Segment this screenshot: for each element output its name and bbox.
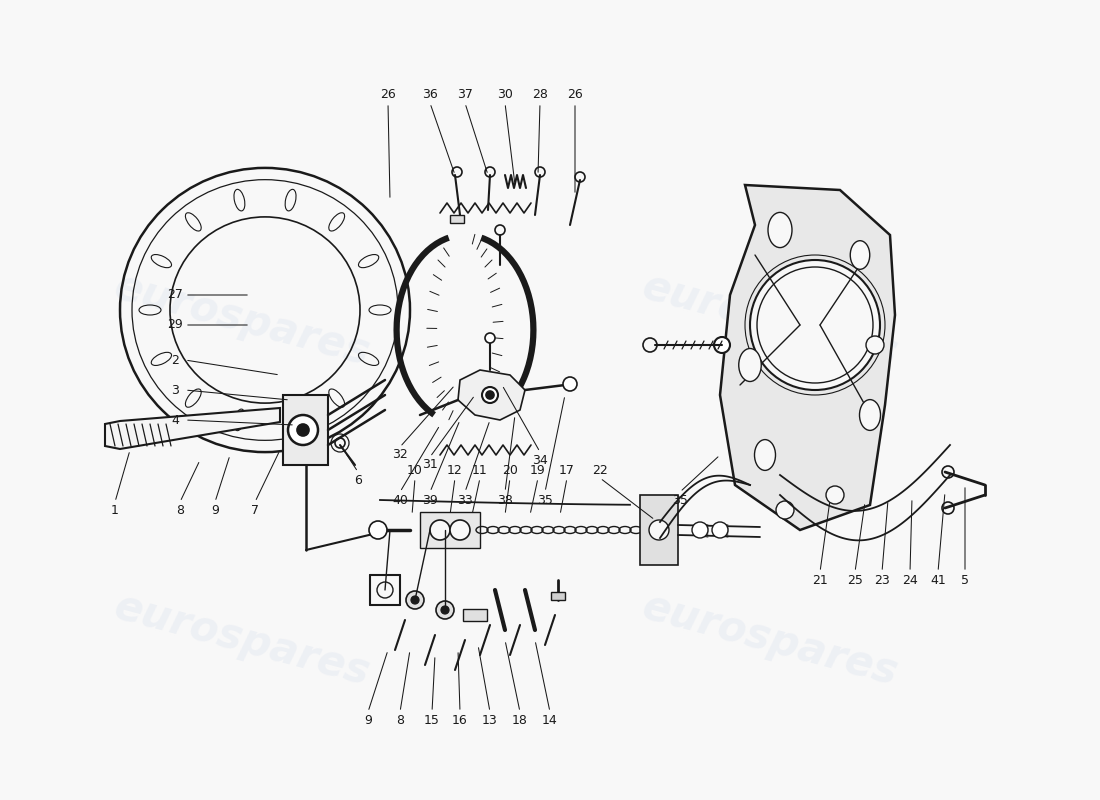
Text: 35: 35 [537, 494, 553, 506]
Circle shape [450, 520, 470, 540]
Text: 9: 9 [211, 503, 219, 517]
Polygon shape [104, 408, 280, 449]
Circle shape [482, 387, 498, 403]
Text: 7: 7 [251, 503, 258, 517]
Circle shape [563, 377, 578, 391]
Ellipse shape [850, 241, 870, 270]
Text: 26: 26 [568, 89, 583, 102]
Text: 28: 28 [532, 89, 548, 102]
Circle shape [714, 337, 730, 353]
Text: 30: 30 [497, 89, 513, 102]
Text: eurospares: eurospares [638, 586, 902, 694]
Circle shape [750, 260, 880, 390]
Text: 19: 19 [530, 463, 546, 477]
Text: 24: 24 [902, 574, 917, 586]
Polygon shape [720, 185, 895, 530]
Polygon shape [458, 370, 525, 420]
Text: 26: 26 [381, 89, 396, 102]
Text: 16: 16 [452, 714, 468, 726]
Ellipse shape [859, 399, 880, 430]
Text: 6: 6 [354, 474, 362, 486]
Circle shape [406, 591, 424, 609]
Circle shape [712, 522, 728, 538]
Circle shape [377, 582, 393, 598]
Text: 39: 39 [422, 494, 438, 506]
Circle shape [288, 415, 318, 445]
Text: eurospares: eurospares [110, 586, 374, 694]
Text: 10: 10 [407, 463, 422, 477]
Text: 15: 15 [425, 714, 440, 726]
Text: 32: 32 [392, 449, 408, 462]
Text: 23: 23 [874, 574, 890, 586]
Circle shape [649, 520, 669, 540]
Bar [420, 512, 480, 548]
Text: 40: 40 [392, 494, 408, 506]
Text: 8: 8 [396, 714, 404, 726]
Circle shape [826, 486, 844, 504]
Circle shape [411, 596, 419, 604]
Circle shape [485, 333, 495, 343]
Text: 38: 38 [497, 494, 513, 506]
Text: 8: 8 [176, 503, 184, 517]
Text: 34: 34 [532, 454, 548, 466]
Circle shape [486, 391, 494, 399]
Bar [640, 495, 678, 565]
Circle shape [866, 336, 884, 354]
Circle shape [297, 424, 309, 436]
Circle shape [430, 520, 450, 540]
Text: 9: 9 [364, 714, 372, 726]
Text: 11: 11 [472, 463, 488, 477]
Text: eurospares: eurospares [638, 266, 902, 374]
Circle shape [368, 521, 387, 539]
Circle shape [776, 501, 794, 519]
Text: 2: 2 [172, 354, 179, 366]
Text: 12: 12 [447, 463, 463, 477]
Bar [450, 215, 464, 223]
Polygon shape [283, 395, 328, 465]
Text: 17: 17 [559, 463, 575, 477]
Text: 41: 41 [931, 574, 946, 586]
Text: 14: 14 [542, 714, 558, 726]
Text: 31: 31 [422, 458, 438, 471]
Circle shape [441, 606, 449, 614]
Text: 13: 13 [482, 714, 498, 726]
Text: 1: 1 [111, 503, 119, 517]
Text: 29: 29 [167, 318, 183, 331]
Text: 25: 25 [847, 574, 862, 586]
Bar [551, 592, 565, 600]
Text: 33: 33 [458, 494, 473, 506]
Text: 21: 21 [812, 574, 828, 586]
Text: 18: 18 [513, 714, 528, 726]
Text: 5: 5 [961, 574, 969, 586]
Text: 22: 22 [592, 463, 608, 477]
Text: 36: 36 [422, 89, 438, 102]
Ellipse shape [739, 349, 761, 382]
Ellipse shape [768, 212, 792, 248]
Ellipse shape [755, 440, 775, 470]
Circle shape [436, 601, 454, 619]
Circle shape [692, 522, 708, 538]
Text: eurospares: eurospares [110, 266, 374, 374]
Text: 27: 27 [167, 289, 183, 302]
Text: 3: 3 [172, 383, 179, 397]
Text: 20: 20 [502, 463, 518, 477]
Bar [463, 609, 487, 621]
Text: 35: 35 [672, 494, 688, 506]
Text: 37: 37 [458, 89, 473, 102]
Text: 4: 4 [172, 414, 179, 426]
